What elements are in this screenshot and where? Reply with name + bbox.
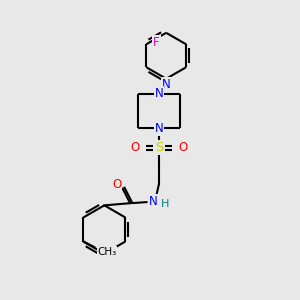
Text: H: H <box>161 199 170 209</box>
Text: S: S <box>154 141 163 154</box>
Text: O: O <box>130 141 139 154</box>
Text: N: N <box>148 195 157 208</box>
Text: O: O <box>178 141 188 154</box>
Text: CH₃: CH₃ <box>97 247 116 256</box>
Text: N: N <box>154 87 163 100</box>
Text: N: N <box>162 77 171 91</box>
Text: N: N <box>154 122 163 135</box>
Text: O: O <box>112 178 122 191</box>
Text: F: F <box>153 36 160 49</box>
